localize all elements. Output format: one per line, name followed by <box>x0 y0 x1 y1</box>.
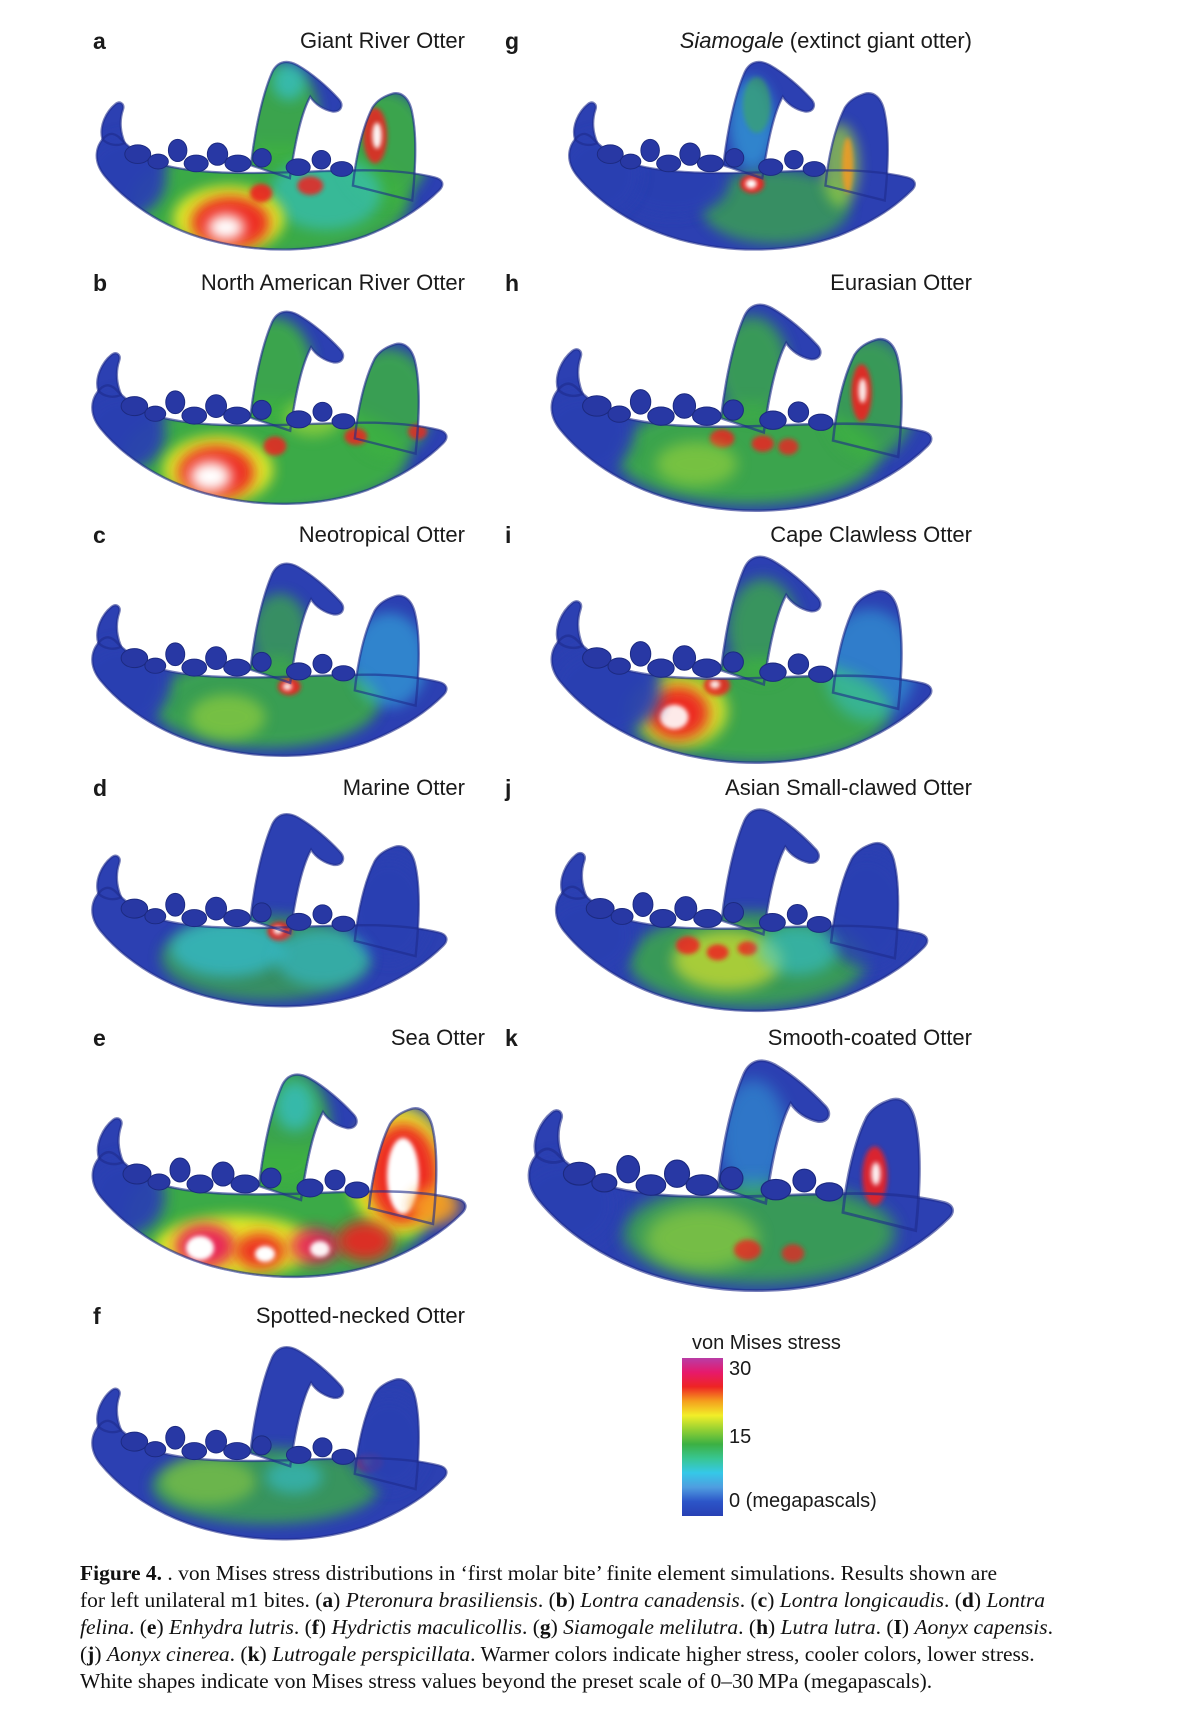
panel-title: Neotropical Otter <box>298 522 465 547</box>
panel-title: North American River Otter <box>200 270 465 295</box>
legend-tick-max: 30 <box>729 1358 752 1380</box>
panel-title: Siamogale (extinct giant otter) <box>679 28 972 53</box>
panel-letter: g <box>505 28 520 54</box>
caption-line: for left unilateral m1 bites. (a) Pteron… <box>80 1588 1045 1612</box>
panel-header: a Giant River Otter <box>85 28 465 58</box>
panel-h: h Eurasian Otter <box>505 270 990 520</box>
panel-k: k Smooth-coated Otter <box>505 1025 990 1301</box>
jaw-stress-render <box>505 1051 990 1301</box>
panel-letter: b <box>93 270 108 296</box>
panel-header: i Cape Clawless Otter <box>505 522 990 552</box>
legend-tick-mid: 15 <box>729 1426 752 1448</box>
jaw-stress-render <box>85 1329 465 1558</box>
panel-header: k Smooth-coated Otter <box>505 1025 990 1055</box>
panel-letter: k <box>505 1025 518 1051</box>
panel-letter: j <box>505 775 512 801</box>
panel-e: e Sea Otter <box>85 1025 485 1301</box>
panel-title: Smooth-coated Otter <box>767 1025 972 1050</box>
panel-f: f Spotted-necked Otter <box>85 1303 465 1558</box>
panel-letter: d <box>93 775 108 801</box>
panel-j: j Asian Small-clawed Otter <box>505 775 990 1020</box>
panel-letter: f <box>93 1303 101 1329</box>
panel-title: Marine Otter <box>342 775 465 800</box>
panel-c: c Neotropical Otter <box>85 522 465 772</box>
panel-letter: e <box>93 1025 106 1051</box>
panel-header: c Neotropical Otter <box>85 522 465 552</box>
panel-header: e Sea Otter <box>85 1025 485 1055</box>
jaw-stress-render <box>85 801 465 1020</box>
panel-header: b North American River Otter <box>85 270 465 300</box>
panel-d: d Marine Otter <box>85 775 465 1020</box>
legend-title: von Mises stress <box>692 1332 841 1354</box>
panel-title: Asian Small-clawed Otter <box>725 775 972 800</box>
panel-a: a Giant River Otter <box>85 28 465 258</box>
legend-body: 30 15 0 (megapascals) <box>682 1358 962 1518</box>
jaw-stress-render <box>505 296 990 520</box>
jaw-stress-render <box>505 801 990 1020</box>
caption-line: White shapes indicate von Mises stress v… <box>80 1669 933 1693</box>
panel-header: j Asian Small-clawed Otter <box>505 775 990 805</box>
panel-header: d Marine Otter <box>85 775 465 805</box>
panel-title: Eurasian Otter <box>830 270 972 295</box>
panel-title: Sea Otter <box>390 1025 485 1050</box>
panel-b: b North American River Otter <box>85 270 465 520</box>
panel-letter: c <box>93 522 106 548</box>
panel-header: f Spotted-necked Otter <box>85 1303 465 1333</box>
panel-title: Cape Clawless Otter <box>770 522 972 547</box>
panel-title: Spotted-necked Otter <box>255 1303 465 1328</box>
panel-header: h Eurasian Otter <box>505 270 990 300</box>
jaw-stress-render <box>85 296 465 520</box>
jaw-stress-render <box>85 548 465 772</box>
caption-line: felina. (e) Enhydra lutris. (f) Hydricti… <box>80 1615 1053 1639</box>
jaw-stress-render <box>85 1051 485 1301</box>
panel-g: g Siamogale (extinct giant otter) <box>505 28 990 258</box>
caption-line: (j) Aonyx cinerea. (k) Lutrogale perspic… <box>80 1642 1035 1666</box>
panel-header: g Siamogale (extinct giant otter) <box>505 28 990 58</box>
panel-title: Giant River Otter <box>299 28 465 53</box>
panel-i: i Cape Clawless Otter <box>505 522 990 772</box>
panel-letter: i <box>505 522 512 548</box>
jaw-stress-render <box>505 548 990 772</box>
jaw-stress-render <box>505 54 990 258</box>
legend-tick-min: 0 (megapascals) <box>729 1490 877 1512</box>
colorbar-legend: von Mises stress 30 15 0 (megapascals) <box>682 1332 962 1532</box>
caption-line: Figure 4. . von Mises stress distributio… <box>80 1561 998 1585</box>
stress-colorbar <box>682 1358 723 1516</box>
jaw-stress-render <box>85 54 465 258</box>
panel-letter: a <box>93 28 106 54</box>
figure-caption: Figure 4. . von Mises stress distributio… <box>80 1560 1130 1695</box>
panel-letter: h <box>505 270 520 296</box>
